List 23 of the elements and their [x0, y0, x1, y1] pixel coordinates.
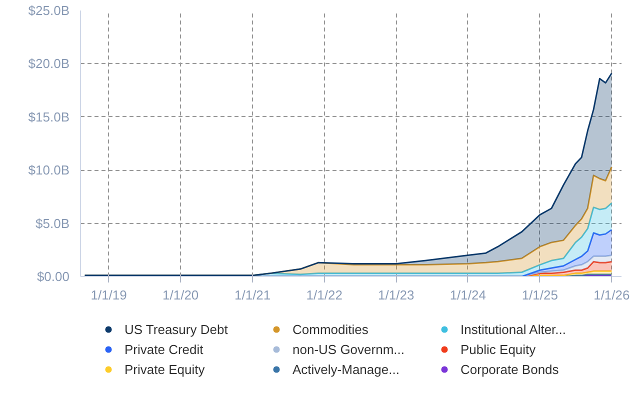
legend-label: non-US Governm...: [292, 341, 406, 357]
legend-label: Private Equity: [124, 361, 206, 377]
x-tick-label: 1/1/25: [522, 288, 558, 302]
legend-label: Private Credit: [124, 341, 204, 357]
legend-label: Public Equity: [460, 341, 537, 357]
y-tick-label: $25.0B: [28, 3, 70, 18]
legend-label: Institutional Alter...: [460, 321, 568, 337]
x-tick-label: 1/1/20: [162, 288, 199, 302]
legend-label: Actively-Manage...: [292, 361, 400, 377]
x-tick-label: 1/1/23: [378, 288, 414, 302]
legend-label: Commodities: [292, 321, 370, 337]
y-tick-label: $5.0B: [36, 216, 70, 231]
x-tick-label: 1/1/22: [306, 288, 342, 302]
legend-label: Corporate Bonds: [460, 361, 560, 377]
x-tick-label: 1/1/19: [90, 288, 127, 302]
legend-label: US Treasury Debt: [124, 321, 229, 337]
y-tick-label: $0.00: [36, 269, 70, 284]
y-tick-label: $20.0B: [28, 56, 70, 72]
x-tick-label: 1/1/24: [450, 288, 486, 302]
y-tick-label: $10.0B: [28, 162, 70, 178]
x-tick-label: 1/1/21: [234, 288, 271, 302]
y-tick-label: $15.0B: [28, 109, 70, 124]
x-tick-label: 1/1/26: [594, 288, 630, 302]
